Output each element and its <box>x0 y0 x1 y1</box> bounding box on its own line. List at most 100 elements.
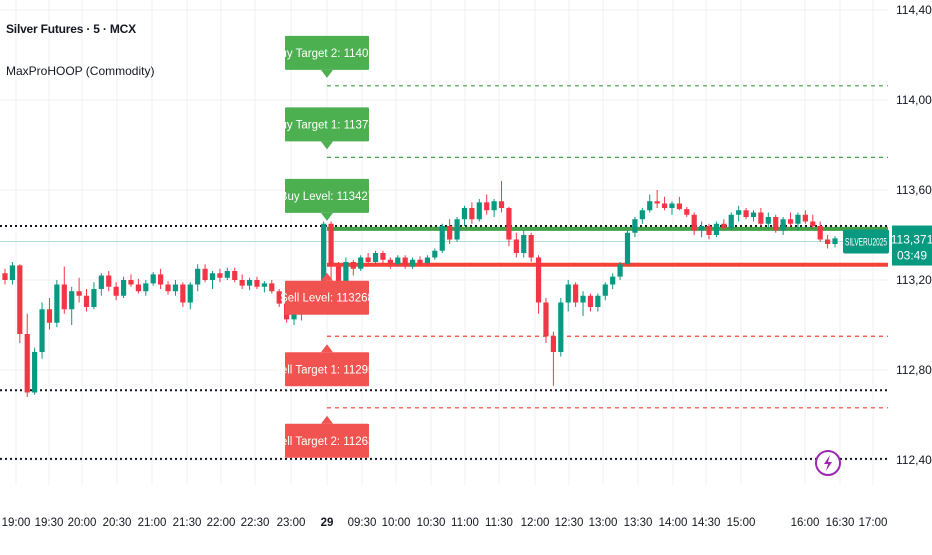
sell-level-label: Sell Level: 113268 <box>280 272 374 315</box>
buy-level-label-pointer <box>321 212 333 221</box>
price-axis-label: 114,400 <box>896 3 932 17</box>
countdown-value: 03:49 <box>897 249 927 263</box>
candle-body <box>17 265 23 334</box>
candle <box>365 253 371 267</box>
candle <box>409 257 416 269</box>
price-axis: 114,400 114,000 113,600 113,200 112,800 112,4… <box>896 3 932 467</box>
candle <box>595 293 601 312</box>
time-axis-label: 13:00 <box>589 517 618 529</box>
candle-body <box>113 286 119 296</box>
candle-body <box>743 210 749 217</box>
candle-body <box>632 219 638 233</box>
candle <box>824 235 831 249</box>
candle <box>424 255 431 266</box>
time-axis-label: 12:30 <box>555 517 584 529</box>
candle-body <box>699 226 705 231</box>
candle-body <box>387 259 393 265</box>
time-axis-label: 10:00 <box>382 517 411 529</box>
candle <box>447 219 453 244</box>
candle <box>676 196 682 211</box>
candle <box>217 268 223 283</box>
candle <box>661 196 668 211</box>
candle <box>150 272 156 286</box>
alert-icon[interactable] <box>815 450 841 476</box>
candle-body <box>372 253 379 262</box>
candle <box>706 223 712 240</box>
indicator-name[interactable]: MaxProHOOP (Commodity) <box>6 64 155 78</box>
candle <box>780 217 786 235</box>
candle <box>461 205 468 226</box>
candle <box>817 221 823 242</box>
candle <box>76 277 82 303</box>
time-axis-label: 14:00 <box>659 517 688 529</box>
candle-body <box>610 276 616 285</box>
candle-body <box>691 214 697 231</box>
candle-body <box>239 280 245 286</box>
candle-body <box>580 295 586 303</box>
candle <box>728 212 734 231</box>
time-axis-label: 11:30 <box>485 517 513 529</box>
price-axis-label: 112,800 <box>896 363 932 377</box>
time-axis-label: 23:00 <box>277 517 306 529</box>
time-axis-label: 22:30 <box>241 517 270 529</box>
candle <box>587 293 594 312</box>
time-axis-label: 19:00 <box>2 517 31 529</box>
buy-target-2-label-box <box>285 35 369 70</box>
candle <box>269 280 275 294</box>
candle <box>535 255 542 314</box>
candle-body <box>454 219 460 240</box>
candle-body <box>165 284 171 292</box>
buy-target-2-label-text: Buy Target 2: 114063 <box>273 48 381 60</box>
candle <box>172 280 179 296</box>
candle <box>135 278 141 294</box>
sell-target-2-label-text: Sell Target 2: 112632 <box>273 436 381 448</box>
candle-body <box>32 352 38 393</box>
candle-body <box>350 262 356 269</box>
candle <box>61 266 67 314</box>
candle <box>261 281 267 293</box>
candle <box>232 267 238 283</box>
symbol-title[interactable]: Silver Futures · 5 · MCX <box>6 22 136 36</box>
last-price-value: 113,371 <box>891 233 932 247</box>
candle <box>180 282 186 307</box>
candle-body <box>817 226 823 240</box>
candle <box>469 202 475 224</box>
sell-target-2-label: Sell Target 2: 112632 <box>273 415 381 458</box>
candle <box>736 205 742 222</box>
sell-level-label-text: Sell Level: 113268 <box>280 293 374 305</box>
candle-body <box>424 257 431 264</box>
time-axis-label: 21:30 <box>173 517 202 529</box>
candle-body <box>602 284 608 296</box>
time-axis-label: 29 <box>321 517 334 529</box>
candle <box>543 298 549 343</box>
candle <box>721 219 727 231</box>
time-axis-label: 12:00 <box>521 517 550 529</box>
time-axis: 19:00 19:30 20:00 20:30 21:00 21:30 22:00 22:30… <box>2 517 888 529</box>
candle-body <box>661 203 668 208</box>
candle <box>647 194 653 213</box>
candle <box>802 210 808 224</box>
candle <box>276 289 282 307</box>
candle <box>750 210 757 222</box>
candle <box>195 264 201 292</box>
candle <box>498 181 505 213</box>
symbol-tag-text: SILVERU2025 <box>845 237 887 249</box>
candle-body <box>365 257 371 262</box>
buy-level-label-box <box>285 178 369 213</box>
candle-body <box>135 284 141 292</box>
sell-target-1-label-pointer <box>321 344 333 353</box>
candle-body <box>195 268 201 285</box>
candle-body <box>180 284 186 303</box>
candle <box>506 206 512 247</box>
candle-body <box>617 264 623 277</box>
buy-level-label-text: Buy Level: 113427 <box>280 191 374 203</box>
candle-body <box>521 235 527 253</box>
candle <box>765 212 771 229</box>
candle-body <box>513 239 519 253</box>
candle <box>699 221 705 238</box>
sell-target-1-label: Sell Target 1: 112950 <box>273 344 381 387</box>
time-axis-label: 21:00 <box>138 517 167 529</box>
candle <box>624 230 631 267</box>
